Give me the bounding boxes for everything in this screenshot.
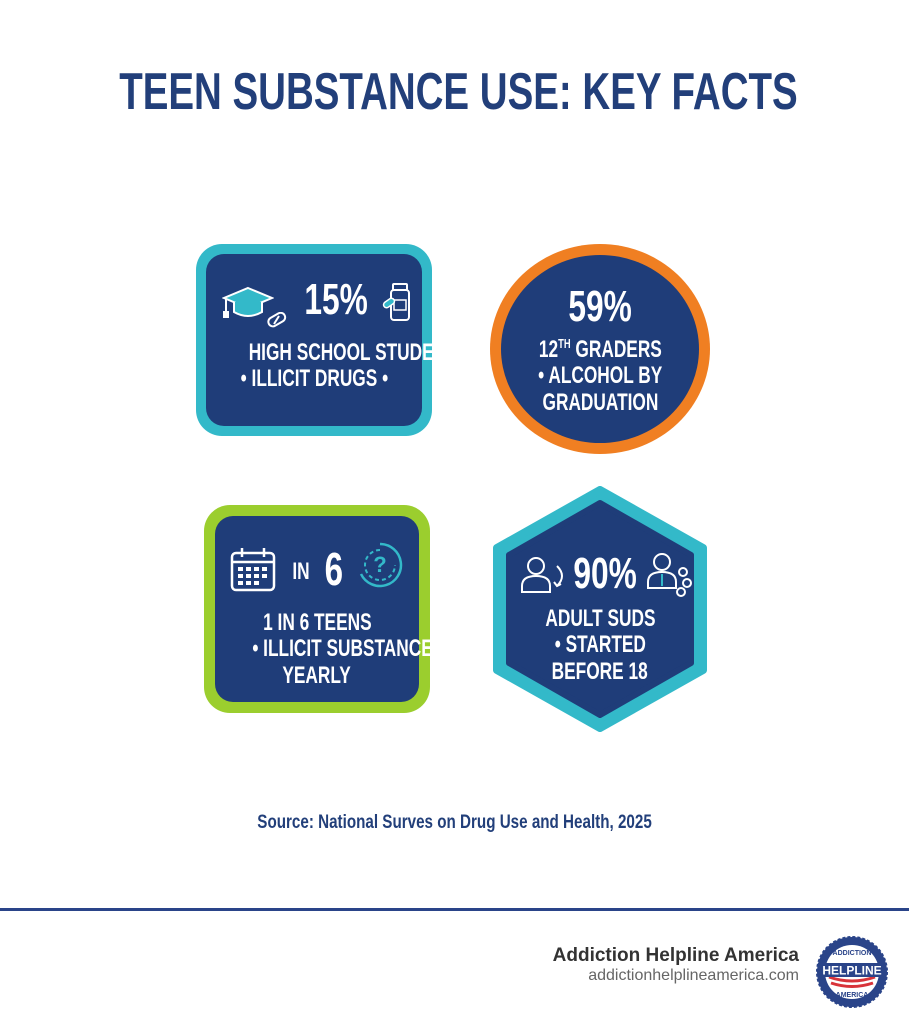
card-panel: 15% HIGH SCHOOL STUDENTS • ILLICIT DRUGS…: [206, 254, 469, 426]
pill-bottle-icon: [382, 283, 410, 321]
stat-label-line: • ILLICIT SUBSTANCES: [252, 635, 445, 663]
stat-label-line: YEARLY: [282, 661, 352, 689]
stat-label-line: 1 IN 6 TEENS: [262, 609, 372, 636]
svg-text:HELPLINE: HELPLINE: [822, 964, 881, 978]
helpline-logo: HELPLINE ADDICTION AMERICA: [816, 936, 888, 1008]
hexagon-frame: [493, 486, 707, 732]
stat-card-alcohol-by-graduation: 59% 12TH GRADERS • ALCOHOL BY GRADUATION: [490, 244, 710, 454]
calendar-icon: [230, 548, 276, 592]
stat-label-line: HIGH SCHOOL STUDENTS: [248, 339, 469, 366]
stat-label-line: BEFORE 18: [551, 657, 649, 685]
svg-text:AMERICA: AMERICA: [836, 992, 869, 999]
stat-card-high-school-illicit-drugs: 15% HIGH SCHOOL STUDENTS • ILLICIT DRUGS…: [196, 244, 469, 436]
svg-text:ADDICTION: ADDICTION: [833, 950, 872, 957]
stat-label-line: 12TH GRADERS: [538, 336, 662, 363]
stat-card-one-in-six-teens: IN 6 ? 1 IN 6 TEENS • ILLICIT SUBSTANCES…: [204, 505, 445, 713]
card-panel: IN 6 ? 1 IN 6 TEENS • ILLICIT SUBSTANCES…: [215, 516, 445, 702]
stat-value: 59%: [568, 282, 632, 331]
pill-icon: [267, 312, 287, 328]
question-circle-icon: ?: [359, 542, 403, 588]
stat-prefix: IN: [292, 558, 310, 585]
stat-label-line: • ILLICIT DRUGS •: [240, 365, 388, 393]
card-panel: 59% 12TH GRADERS • ALCOHOL BY GRADUATION: [501, 255, 699, 443]
stat-label-line: • STARTED: [554, 631, 646, 659]
svg-text:?: ?: [373, 552, 386, 577]
page-title: TEEN SUBSTANCE USE: KEY FACTS: [119, 63, 798, 121]
stat-value: 90%: [573, 549, 637, 598]
source-citation: Source: National Surves on Drug Use and …: [257, 812, 652, 833]
person-icon: [521, 557, 551, 593]
stat-card-adult-suds-before-18: 90% ADULT SUDS • STARTED BEFORE 18: [489, 486, 711, 732]
stat-label-line: • ALCOHOL BY: [537, 362, 663, 390]
stat-label-line: ADULT SUDS: [544, 605, 656, 632]
org-name: Addiction Helpline America: [552, 945, 799, 966]
stat-label-line: GRADUATION: [542, 388, 658, 416]
graduation-cap-icon: [222, 286, 274, 318]
stat-value: 15%: [304, 275, 368, 324]
footer-divider: [0, 908, 909, 911]
org-url[interactable]: addictionhelplineamerica.com: [588, 967, 799, 984]
person-handcuffs-icon: [647, 553, 692, 597]
stat-value: 6: [324, 543, 344, 595]
curved-arrow-icon: [553, 565, 563, 588]
